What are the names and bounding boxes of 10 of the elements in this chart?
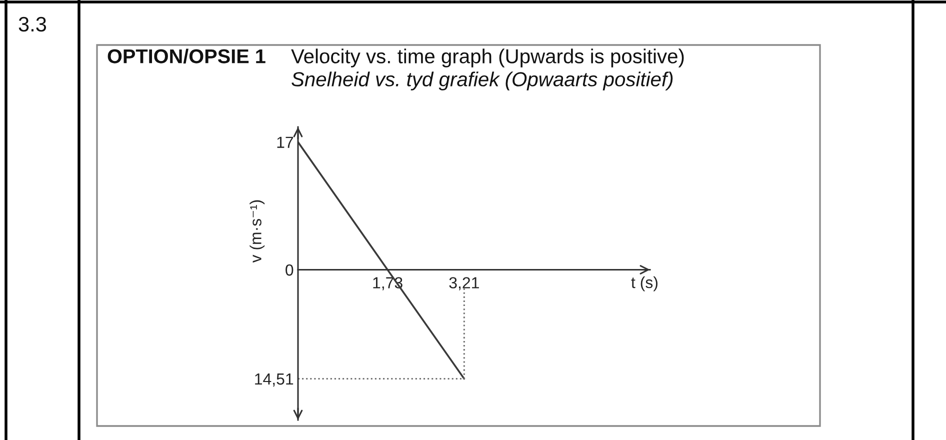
y-tick-label: 0 bbox=[286, 264, 294, 276]
chart-subtitle: Snelheid vs. tyd grafiek (Opwaarts positief) bbox=[292, 72, 673, 90]
y-tick-label: 14,51 bbox=[255, 374, 294, 387]
y-tick-label: 17 bbox=[277, 136, 294, 148]
y-axis-title: v (m·s⁻¹) bbox=[250, 200, 265, 263]
x-axis-title: t (s) bbox=[631, 276, 658, 292]
text: 3.3 bbox=[18, 16, 46, 32]
chart-title: Velocity vs. time graph (Upwards is positive) bbox=[291, 48, 684, 68]
text: OPTION/OPSIE 1 bbox=[108, 48, 266, 64]
x-tick-label: 3,21 bbox=[449, 277, 479, 290]
